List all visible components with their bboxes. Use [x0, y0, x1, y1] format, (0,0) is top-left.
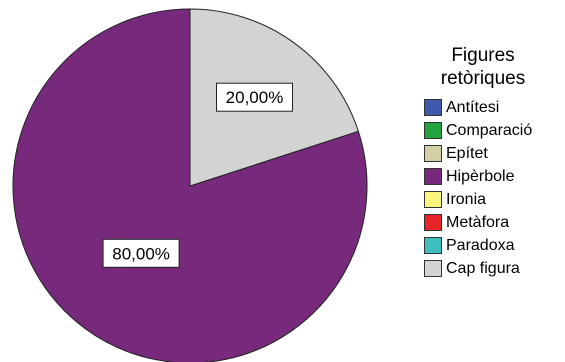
legend-title-line-2: retòriques — [440, 68, 526, 89]
legend-item-cap-figura: Cap figura — [424, 257, 564, 280]
pie-slice-hipèrbole — [12, 8, 368, 362]
legend-items: Antítesi Comparació Epítet Hipèrbole Ironia M… — [424, 96, 564, 280]
legend-swatch — [424, 99, 442, 116]
legend-item-epítet: Epítet — [424, 142, 564, 165]
legend-label: Hipèrbole — [446, 167, 515, 185]
data-label-text: 20,00% — [226, 88, 284, 107]
legend-label: Comparació — [446, 121, 533, 139]
legend-title-line-1: Figures — [451, 45, 515, 66]
legend-title: Figures retòriques — [424, 44, 542, 90]
legend-label: Cap figura — [446, 259, 520, 277]
data-label-text: 80,00% — [112, 244, 170, 263]
legend-label: Metàfora — [446, 213, 510, 231]
data-label-box — [102, 238, 180, 268]
legend-item-metàfora: Metàfora — [424, 211, 564, 234]
legend-item-ironia: Ironia — [424, 188, 564, 211]
legend-swatch — [424, 122, 442, 139]
data-label-cap-figura: 20,00% — [216, 82, 294, 112]
legend-swatch — [424, 168, 442, 185]
legend-label: Paradoxa — [446, 236, 515, 254]
legend-swatch — [424, 237, 442, 254]
chart-legend: Figures retòriques Antítesi Comparació Epí… — [424, 44, 564, 280]
legend-swatch — [424, 191, 442, 208]
legend-label: Antítesi — [446, 98, 500, 116]
legend-item-hipèrbole: Hipèrbole — [424, 165, 564, 188]
legend-swatch — [424, 145, 442, 162]
legend-swatch — [424, 260, 442, 277]
legend-item-paradoxa: Paradoxa — [424, 234, 564, 257]
legend-label: Ironia — [446, 190, 487, 208]
data-label-hipèrbole: 80,00% — [102, 238, 180, 268]
legend-item-comparació: Comparació — [424, 119, 564, 142]
legend-label: Epítet — [446, 144, 488, 162]
data-label-box — [216, 82, 294, 112]
legend-swatch — [424, 214, 442, 231]
legend-item-antítesi: Antítesi — [424, 96, 564, 119]
